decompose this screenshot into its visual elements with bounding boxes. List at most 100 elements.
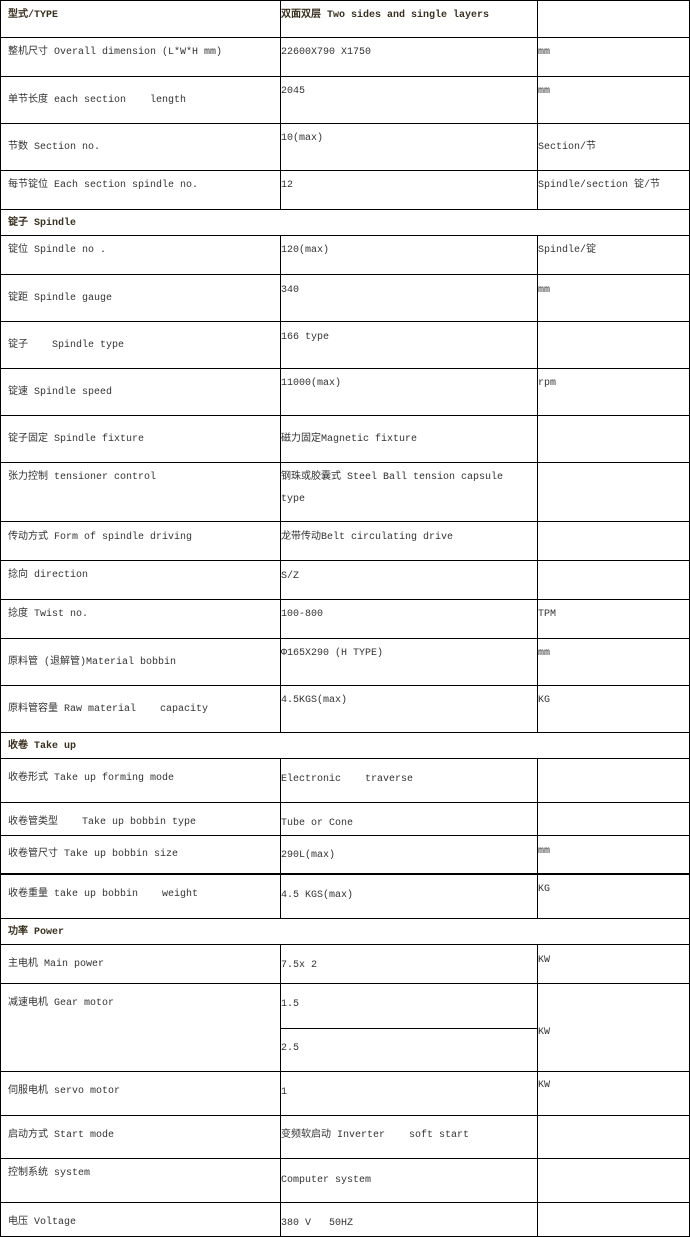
value-cell: 100-800 (281, 600, 538, 638)
table-row: 收卷管尺寸 Take up bobbin size 290L(max) mm (1, 836, 690, 875)
spec-value: 10(max) (281, 133, 324, 144)
spec-label: 每节锭位 Each section spindle no. (8, 180, 199, 191)
value-cell: Φ165X290 (H TYPE) (281, 639, 538, 685)
spec-label: 启动方式 Start mode (8, 1130, 115, 1141)
unit-cell (538, 322, 690, 368)
spec-unit: KG (538, 884, 551, 895)
spec-label: 电压 Voltage (8, 1217, 77, 1228)
table-row: 主电机 Main power 7.5x 2 KW (1, 945, 690, 984)
value-cell: 7.5x 2 (281, 945, 538, 983)
unit-cell (538, 463, 690, 521)
table-row: 锭子固定 Spindle fixture 磁力固定Magnetic fixture (1, 416, 690, 463)
spec-label: 收卷形式 Take up forming mode (8, 773, 175, 784)
spec-unit: mm (538, 846, 551, 857)
spec-label: 捻度 Twist no. (8, 609, 89, 620)
label-cell: 伺服电机 servo motor (1, 1072, 281, 1115)
unit-cell: mm (538, 836, 690, 873)
table-row: 启动方式 Start mode 变频软启动 Inverter soft start (1, 1116, 690, 1159)
unit-cell: KW (538, 984, 690, 1071)
unit-cell: mm (538, 639, 690, 685)
table-row: 锭距 Spindle gauge 340 mm (1, 275, 690, 322)
spec-value: 4.5KGS(max) (281, 695, 348, 706)
label-cell: 锭子 Spindle type (1, 322, 281, 368)
label-cell: 整机尺寸 Overall dimension (L*W*H mm) (1, 38, 281, 76)
table-row: 型式/TYPE 双面双层 Two sides and single layers (1, 1, 690, 38)
value-cell: 2045 (281, 77, 538, 123)
spec-value: 1 (281, 1087, 288, 1098)
label-cell: 每节锭位 Each section spindle no. (1, 171, 281, 209)
spec-label: 原料管 (退解管)Material bobbin (8, 657, 177, 668)
table-row: 电压 Voltage 380 V 50HZ (1, 1203, 690, 1237)
table-row: 节数 Section no. 10(max) Section/节 (1, 124, 690, 171)
spec-label: 控制系统 system (8, 1168, 91, 1179)
spec-label: 锭位 Spindle no . (8, 245, 107, 256)
spec-label: 张力控制 tensioner control (8, 472, 157, 483)
spec-label: 节数 Section no. (8, 142, 101, 153)
unit-cell (538, 522, 690, 560)
spec-value: 钢珠或胶囊式 Steel Ball tension capsule type (281, 472, 504, 505)
table-row: 锭位 Spindle no . 120(max) Spindle/锭 (1, 236, 690, 275)
unit-cell: Section/节 (538, 124, 690, 170)
spec-label: 收卷管尺寸 Take up bobbin size (8, 849, 179, 860)
label-cell: 单节长度 each section length (1, 77, 281, 123)
spec-label: 锭子 Spindle type (8, 340, 125, 351)
spec-value: 166 type (281, 332, 330, 343)
table-row: 控制系统 system Computer system (1, 1159, 690, 1203)
spec-unit: Spindle/section 锭/节 (538, 180, 661, 191)
spec-value: 变频软启动 Inverter soft start (281, 1130, 470, 1141)
spec-value: 340 (281, 285, 300, 296)
value-cell: 4.5 KGS(max) (281, 875, 538, 918)
unit-cell: KG (538, 875, 690, 918)
unit-cell (538, 1, 690, 37)
table-row: 每节锭位 Each section spindle no. 12 Spindle/s… (1, 171, 690, 210)
label-cell: 收卷重量 take up bobbin weight (1, 875, 281, 918)
value-cell: 双面双层 Two sides and single layers (281, 1, 538, 37)
label-cell: 传动方式 Form of spindle driving (1, 522, 281, 560)
table-row: 捻度 Twist no. 100-800 TPM (1, 600, 690, 639)
spec-label: 锭距 Spindle gauge (8, 293, 113, 304)
value-cell: 11000(max) (281, 369, 538, 415)
spec-value: 双面双层 Two sides and single layers (281, 10, 490, 21)
spec-unit: TPM (538, 609, 557, 620)
spec-value: 2045 (281, 86, 306, 97)
spec-unit: KW (538, 1080, 551, 1091)
table-row: 传动方式 Form of spindle driving 龙带传动Belt cir… (1, 522, 690, 561)
spec-label: 型式/TYPE (8, 10, 59, 21)
spec-unit: mm (538, 86, 551, 97)
value-cell: 4.5KGS(max) (281, 686, 538, 732)
spec-unit: mm (538, 285, 551, 296)
spec-value: 1.5 (281, 999, 300, 1010)
spec-value: Electronic traverse (281, 774, 414, 785)
spec-value: Φ165X290 (H TYPE) (281, 648, 384, 659)
value-cell: 1.5 2.5 (281, 984, 538, 1071)
table-row: 收卷形式 Take up forming mode Electronic trav… (1, 759, 690, 803)
spec-label: 锭子固定 Spindle fixture (8, 434, 145, 445)
spec-unit: rpm (538, 378, 557, 389)
table-row: 原料管 (退解管)Material bobbin Φ165X290 (H TYPE… (1, 639, 690, 686)
unit-cell: KW (538, 945, 690, 983)
spec-label: 主电机 Main power (8, 959, 105, 970)
spec-label: 锭速 Spindle speed (8, 387, 113, 398)
label-cell: 节数 Section no. (1, 124, 281, 170)
section-header: 功率 Power (1, 919, 690, 945)
section-header-cell: 锭子 Spindle (1, 210, 690, 235)
table-row: 捻向 direction S/Z (1, 561, 690, 600)
unit-cell (538, 803, 690, 835)
label-cell: 电压 Voltage (1, 1203, 281, 1236)
spec-unit: KG (538, 695, 551, 706)
table-row: 减速电机 Gear motor 1.5 2.5 KW (1, 984, 690, 1072)
spec-label: 单节长度 each section length (8, 95, 187, 106)
unit-cell (538, 1159, 690, 1202)
section-title: 锭子 Spindle (8, 218, 77, 229)
spec-value: S/Z (281, 571, 300, 582)
value-cell: 磁力固定Magnetic fixture (281, 416, 538, 462)
unit-cell: mm (538, 275, 690, 321)
spec-label: 捻向 direction (8, 570, 89, 581)
spec-value: 11000(max) (281, 378, 342, 389)
unit-cell: rpm (538, 369, 690, 415)
table-row: 整机尺寸 Overall dimension (L*W*H mm) 22600X7… (1, 38, 690, 77)
spec-label: 收卷管类型 Take up bobbin type (8, 817, 197, 828)
spec-value: Tube or Cone (281, 818, 354, 829)
spec-label: 减速电机 Gear motor (8, 998, 115, 1009)
